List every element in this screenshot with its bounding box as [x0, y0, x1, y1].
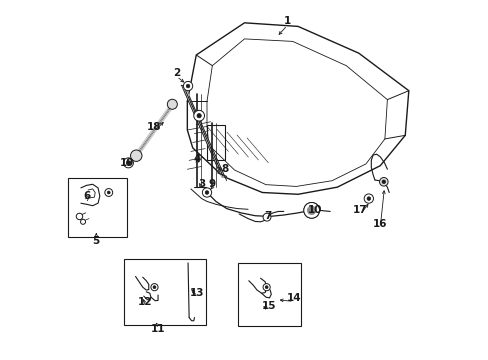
- Circle shape: [263, 284, 270, 291]
- Circle shape: [263, 213, 270, 221]
- Circle shape: [123, 158, 133, 168]
- Bar: [238, 263, 300, 326]
- Text: 18: 18: [147, 122, 162, 132]
- Text: 19: 19: [120, 158, 134, 168]
- Text: 15: 15: [261, 301, 276, 311]
- Circle shape: [264, 286, 267, 289]
- Circle shape: [205, 191, 208, 194]
- Circle shape: [193, 111, 204, 121]
- Bar: [123, 258, 205, 325]
- Bar: [67, 178, 126, 237]
- Text: 2: 2: [173, 68, 180, 78]
- Text: 3: 3: [198, 179, 205, 189]
- Circle shape: [364, 194, 373, 203]
- Text: 9: 9: [208, 179, 216, 189]
- Text: 17: 17: [352, 205, 367, 215]
- Circle shape: [366, 197, 370, 201]
- Circle shape: [186, 84, 189, 88]
- Circle shape: [379, 177, 387, 186]
- Text: 5: 5: [92, 236, 100, 246]
- Bar: [206, 125, 224, 160]
- Circle shape: [202, 188, 211, 197]
- Circle shape: [151, 284, 158, 291]
- Circle shape: [126, 161, 130, 165]
- Circle shape: [307, 206, 315, 215]
- Circle shape: [153, 286, 156, 289]
- Circle shape: [381, 180, 385, 184]
- Circle shape: [183, 81, 192, 91]
- Text: 1: 1: [283, 16, 290, 26]
- Circle shape: [303, 203, 319, 218]
- Circle shape: [104, 189, 112, 197]
- Circle shape: [197, 113, 201, 118]
- Circle shape: [303, 203, 319, 218]
- Text: 12: 12: [138, 297, 152, 307]
- Circle shape: [76, 213, 82, 220]
- Text: 11: 11: [150, 324, 165, 334]
- Circle shape: [167, 99, 177, 109]
- Text: 14: 14: [286, 293, 301, 303]
- Text: 6: 6: [83, 191, 90, 201]
- Circle shape: [107, 191, 110, 194]
- Circle shape: [130, 150, 142, 161]
- Text: 7: 7: [264, 211, 271, 221]
- Text: 10: 10: [307, 205, 322, 215]
- Circle shape: [81, 219, 85, 224]
- Text: 4: 4: [193, 154, 201, 163]
- Text: 13: 13: [190, 288, 204, 297]
- Text: 16: 16: [372, 219, 386, 229]
- Text: 8: 8: [221, 164, 228, 174]
